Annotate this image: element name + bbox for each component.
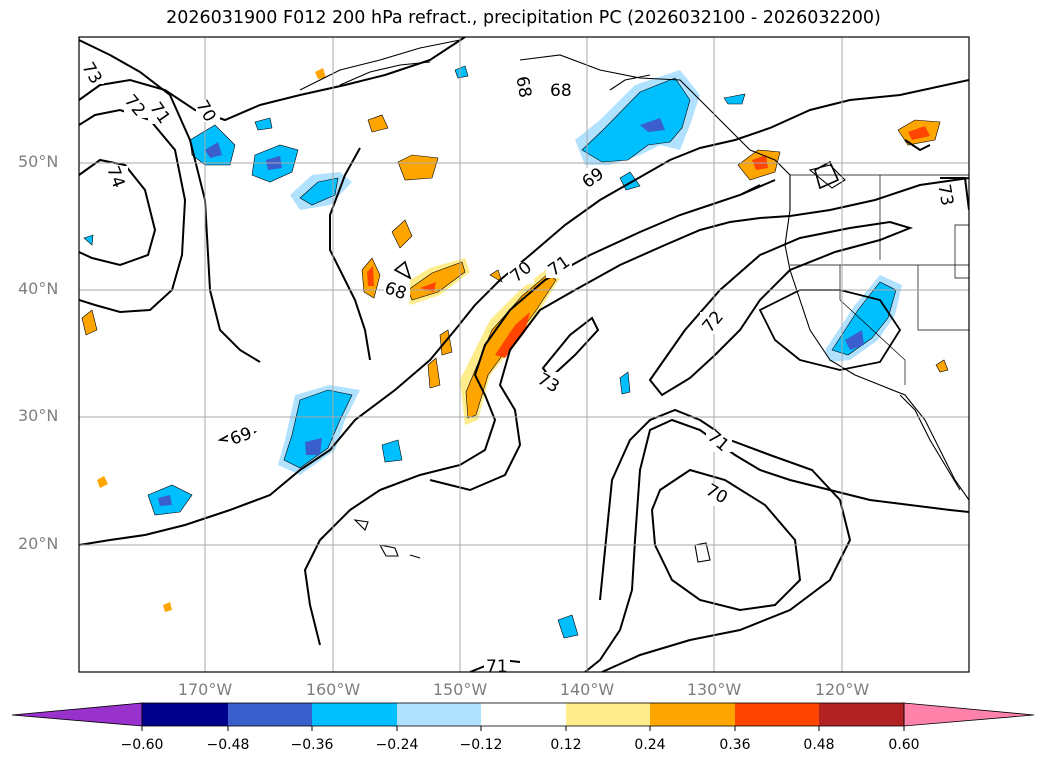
map-frame — [78, 36, 970, 673]
colorbar-tick-label: 0.36 — [719, 737, 751, 753]
lat-label: 40°N — [18, 279, 59, 298]
colorbar-segment — [735, 703, 819, 726]
colorbar-tick-label: −0.60 — [120, 737, 164, 753]
colorbar-tick-label: −0.12 — [459, 737, 503, 753]
lat-label: 30°N — [18, 406, 59, 425]
coastlines — [299, 39, 969, 563]
lat-label: 20°N — [18, 534, 59, 553]
contour-label: 68 — [511, 75, 534, 100]
colorbar-segment — [228, 703, 312, 726]
lon-label: 130°W — [686, 680, 742, 699]
state-borders — [790, 174, 969, 385]
graticule — [79, 37, 969, 672]
colorbar-tick-label: −0.36 — [290, 737, 334, 753]
contour-label: 68 — [550, 81, 572, 101]
contour-label: 71 — [486, 657, 508, 677]
lat-label: 50°N — [18, 152, 59, 171]
colorbar-tick-label: −0.48 — [206, 737, 250, 753]
colorbar-segment — [142, 703, 228, 726]
colorbar-segment — [566, 703, 650, 726]
precip-shading — [81, 65, 949, 639]
map-title: 2026031900 F012 200 hPa refract., precip… — [166, 8, 881, 28]
colorbar-tick-label: −0.24 — [375, 737, 419, 753]
lon-label: 150°W — [432, 680, 488, 699]
colorbar-segment — [481, 703, 566, 726]
contour-label: 73 — [933, 183, 956, 208]
neg-area — [189, 124, 236, 166]
contour-labels: 73 72 71 70 74 68 68 69 70 71 68 69 73 — [79, 59, 960, 677]
colorbar-tick-label: 0.24 — [634, 737, 666, 753]
colorbar-segment — [312, 703, 397, 726]
lon-label: 170°W — [177, 680, 233, 699]
colorbar-extend-low — [11, 702, 143, 727]
lon-label: 160°W — [305, 680, 361, 699]
lon-label: 140°W — [559, 680, 615, 699]
colorbar-segment — [650, 703, 735, 726]
lon-label: 120°W — [814, 680, 870, 699]
colorbar-extend-high — [903, 702, 1035, 727]
colorbar-tick-label: 0.48 — [803, 737, 835, 753]
colorbar-tick-label: 0.60 — [888, 737, 920, 753]
colorbar — [11, 702, 1035, 731]
colorbar-segment — [397, 703, 481, 726]
colorbar-segment — [819, 703, 904, 726]
colorbar-tick-label: 0.12 — [550, 737, 582, 753]
